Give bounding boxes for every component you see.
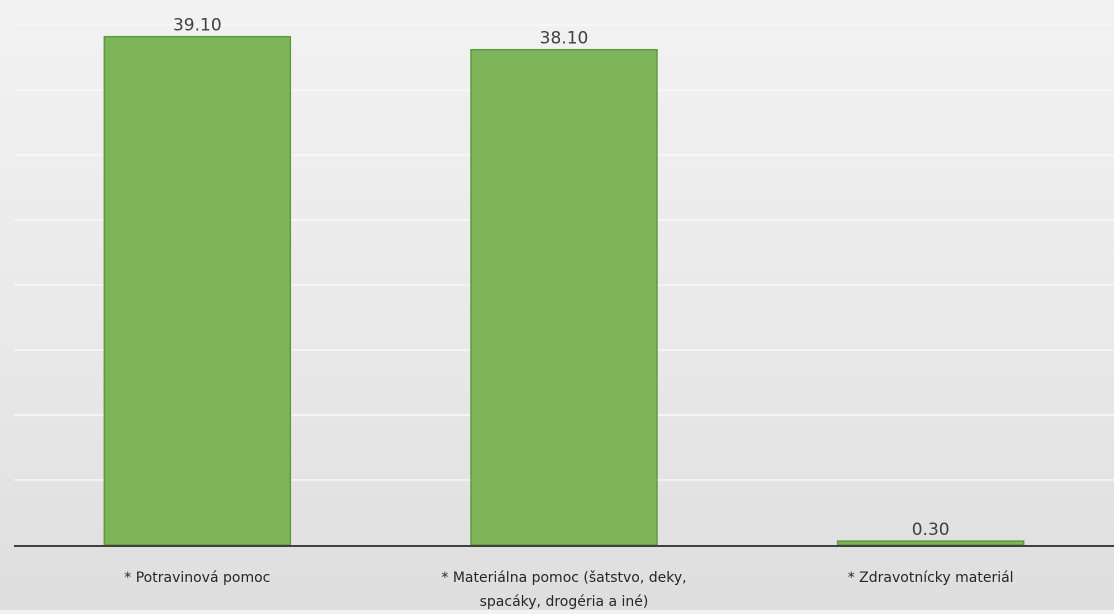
bar [470,48,658,546]
data-label: 38.10 [540,29,589,49]
category-label: * Materiálna pomoc (šatstvo, deky, [441,570,686,586]
bar [103,35,292,546]
bar [836,540,1025,546]
category-label: * Potravinová pomoc [124,570,270,586]
category-label: spacáky, drogéria a iné) [480,594,649,610]
bars [103,35,1025,546]
data-label: 0.30 [912,520,950,540]
category-labels: * Potravinová pomoc * Materiálna pomoc (š… [124,570,1013,610]
data-label: 39.10 [173,16,222,36]
category-label: * Zdravotnícky materiál [848,570,1014,586]
data-labels: 39.10 38.10 0.30 [173,16,950,540]
